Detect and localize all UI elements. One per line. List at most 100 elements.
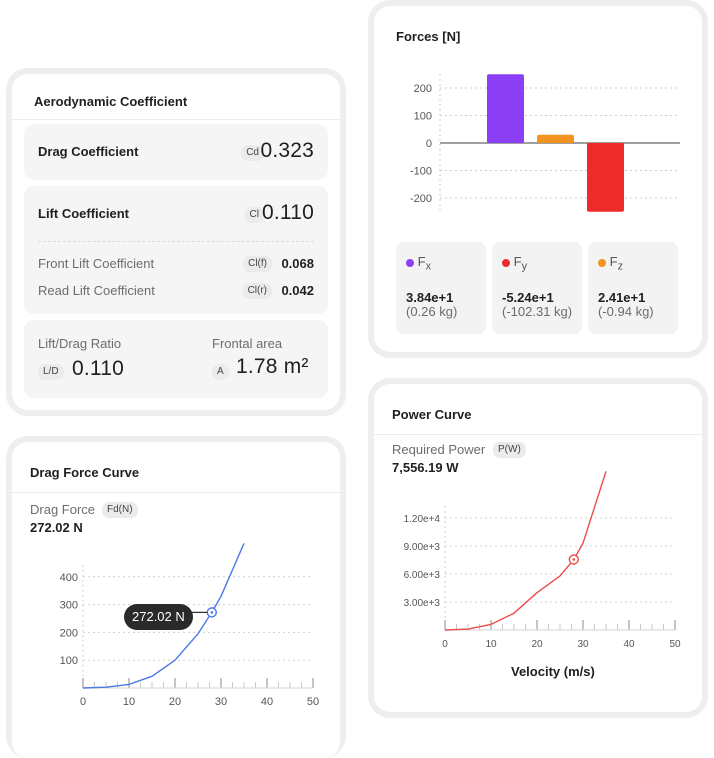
area-label: Frontal area xyxy=(212,336,283,351)
force-symbol: F xyxy=(417,254,426,269)
forces-ytick-label: 100 xyxy=(414,111,432,123)
area-value: 1.78 m² xyxy=(236,355,309,378)
ld-value: 0.110 xyxy=(72,357,124,380)
power-xtick-label: 0 xyxy=(442,639,448,650)
ld-chip: L/D xyxy=(38,364,64,380)
fd-chip: Fd(N) xyxy=(102,502,138,518)
forces-ytick-label: 200 xyxy=(414,83,432,95)
drag-coefficient-value: 0.323 xyxy=(260,139,314,162)
force-card-fx: Fx 3.84e+1 (0.26 kg) xyxy=(396,242,486,334)
aero-title: Aerodynamic Coefficient xyxy=(34,94,188,109)
cl-chip: Cl xyxy=(244,207,264,223)
force-color-dot xyxy=(502,258,510,267)
ld-label: Lift/Drag Ratio xyxy=(38,336,122,351)
required-power-value: 7,556.19 W xyxy=(392,460,459,475)
aero-card: Aerodynamic Coefficient Drag Coefficient… xyxy=(12,74,340,410)
power-xtick-label: 10 xyxy=(485,639,497,650)
force-bar-fy xyxy=(537,134,574,143)
power-curve-divider xyxy=(374,434,702,435)
drag-highlight-dot xyxy=(210,611,214,614)
forces-ytick-label: -100 xyxy=(410,166,432,178)
forces-panel: Forces [N] 200 100 0 -100 -200 Fx 3.84e+1 (0.2… xyxy=(368,0,708,358)
force-color-dot xyxy=(406,258,414,267)
drag-xtick-label: 0 xyxy=(80,696,86,708)
lift-divider xyxy=(38,241,314,242)
pw-chip: P(W) xyxy=(493,442,526,458)
force-subscript: z xyxy=(617,260,624,273)
drag-ytick-label: 400 xyxy=(60,572,78,584)
power-curve-card: Power Curve Required Power P(W) 7,556.19… xyxy=(374,384,702,712)
force-value: -5.24e+1 xyxy=(502,290,554,305)
ratio-area-row: Lift/Drag Ratio L/D 0.110 Frontal area A… xyxy=(24,320,328,398)
clr-chip: Cl(r) xyxy=(242,283,272,299)
front-lift-value: 0.068 xyxy=(281,256,314,271)
power-curve-panel: Power Curve Required Power P(W) 7,556.19… xyxy=(368,378,708,718)
drag-force-value: 272.02 N xyxy=(30,520,83,535)
drag-force-label: Drag Force xyxy=(30,502,96,517)
drag-xtick-label: 30 xyxy=(215,696,227,708)
lift-coefficient-value: 0.110 xyxy=(262,201,314,224)
force-subscript: y xyxy=(521,260,528,273)
forces-ytick-label: -200 xyxy=(410,193,432,205)
power-curve-title: Power Curve xyxy=(392,407,472,422)
force-legend: Fy xyxy=(502,254,527,273)
force-bar-fz xyxy=(587,143,624,212)
drag-xtick-label: 40 xyxy=(261,696,273,708)
force-card-fy: Fy -5.24e+1 (-102.31 kg) xyxy=(492,242,582,334)
power-series-line xyxy=(444,471,607,631)
power-highlight-dot xyxy=(572,558,576,561)
force-symbol: F xyxy=(513,254,522,269)
drag-ytick-label: 200 xyxy=(60,627,78,639)
force-kg: (0.26 kg) xyxy=(406,304,458,319)
force-value: 2.41e+1 xyxy=(598,290,646,305)
power-xtick-label: 20 xyxy=(531,639,543,650)
area-chip: A xyxy=(212,364,229,380)
lift-coefficient-block: Lift Coefficient Cl 0.110 Front Lift Coe… xyxy=(24,186,328,314)
force-legend: Fz xyxy=(598,254,623,273)
drag-xtick-label: 10 xyxy=(123,696,135,708)
cd-chip: Cd xyxy=(241,145,264,161)
velocity-axis-label: Velocity (m/s) xyxy=(511,664,595,679)
power-curve-chart: 1.20e+4 9.00e+3 6.00e+3 3.00e+3 0 10 20 30 40 50 xyxy=(404,471,681,650)
drag-coefficient-label: Drag Coefficient xyxy=(38,144,139,159)
force-subscript: x xyxy=(425,260,432,273)
forces-ytick-label: 0 xyxy=(426,138,432,150)
power-xtick-label: 40 xyxy=(623,639,635,650)
force-value: 3.84e+1 xyxy=(406,290,454,305)
forces-card: Forces [N] 200 100 0 -100 -200 Fx 3.84e+1 (0.2… xyxy=(374,6,702,352)
drag-coefficient-row: Drag Coefficient Cd 0.323 xyxy=(24,124,328,180)
power-ytick-label: 3.00e+3 xyxy=(404,598,441,609)
force-kg: (-102.31 kg) xyxy=(502,304,573,319)
drag-curve-panel: Drag Force Curve Drag Force Fd(N) 272.02… xyxy=(6,436,346,758)
power-ytick-label: 9.00e+3 xyxy=(404,542,441,553)
drag-series-line xyxy=(82,543,245,689)
forces-title: Forces [N] xyxy=(396,29,461,44)
required-power-label: Required Power xyxy=(392,442,486,457)
drag-curve-card: Drag Force Curve Drag Force Fd(N) 272.02… xyxy=(12,442,340,758)
force-kg: (-0.94 kg) xyxy=(598,304,654,319)
power-ytick-label: 1.20e+4 xyxy=(404,514,441,525)
drag-ytick-label: 100 xyxy=(60,655,78,667)
drag-xtick-label: 50 xyxy=(307,696,319,708)
power-xtick-label: 30 xyxy=(577,639,589,650)
lift-coefficient-label: Lift Coefficient xyxy=(38,206,129,221)
drag-curve-divider xyxy=(12,492,340,493)
drag-tooltip-text: 272.02 N xyxy=(132,609,185,624)
drag-xtick-label: 20 xyxy=(169,696,181,708)
power-ytick-label: 6.00e+3 xyxy=(404,570,441,581)
force-card-fz: Fz 2.41e+1 (-0.94 kg) xyxy=(588,242,678,334)
front-lift-label: Front Lift Coefficient xyxy=(38,256,155,271)
drag-ytick-label: 300 xyxy=(60,600,78,612)
clf-chip: Cl(f) xyxy=(243,256,272,272)
power-xtick-label: 50 xyxy=(669,639,681,650)
rear-lift-value: 0.042 xyxy=(281,283,314,298)
forces-bar-chart: 200 100 0 -100 -200 xyxy=(410,74,680,212)
drag-tooltip: 272.02 N xyxy=(124,604,193,630)
rear-lift-label: Read Lift Coefficient xyxy=(38,283,155,298)
force-color-dot xyxy=(598,258,606,267)
drag-force-chart: 400 300 200 100 0 10 20 30 40 50 xyxy=(60,543,319,708)
force-legend: Fx xyxy=(406,254,431,273)
drag-curve-title: Drag Force Curve xyxy=(30,465,140,480)
force-symbol: F xyxy=(609,254,618,269)
aero-panel: Aerodynamic Coefficient Drag Coefficient… xyxy=(6,68,346,416)
